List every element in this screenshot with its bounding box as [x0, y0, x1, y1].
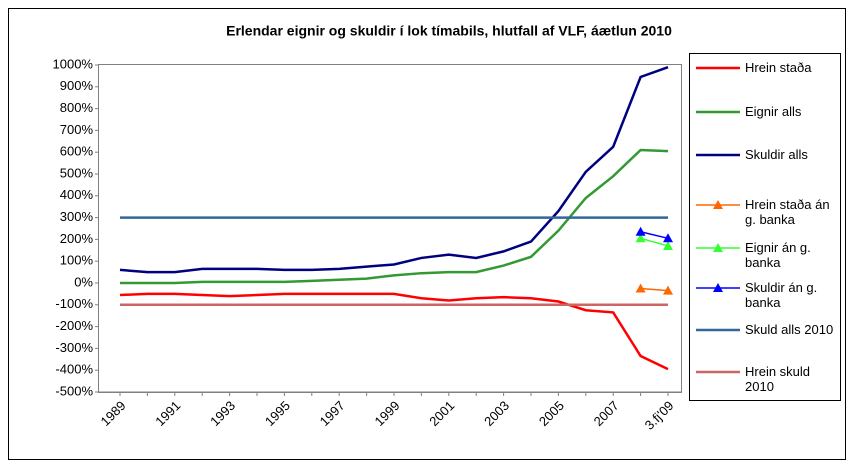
- legend-label: Skuldir án g. banka: [745, 280, 818, 310]
- legend-marker: [713, 243, 723, 252]
- y-tick-label: 1000%: [53, 56, 94, 71]
- series-line: [640, 231, 669, 240]
- series-line: [120, 148, 669, 285]
- y-tick-label: -100%: [55, 296, 93, 311]
- series-line: [119, 66, 669, 274]
- legend-label: Hrein staða: [745, 60, 812, 75]
- legend-label: Hrein staða án g. banka: [745, 197, 830, 227]
- y-tick-label: -500%: [55, 383, 93, 398]
- y-tick-label: 800%: [60, 100, 94, 115]
- y-tick-label: 700%: [60, 122, 94, 137]
- series-marker: [663, 285, 673, 295]
- y-tick-label: 500%: [60, 165, 94, 180]
- series-line: [119, 292, 669, 371]
- y-tick-label: -200%: [55, 318, 93, 333]
- legend-label: Hrein skuld 2010: [745, 364, 811, 394]
- series-marker: [663, 233, 673, 243]
- chart-title: Erlendar eignir og skuldir í lok tímabil…: [226, 23, 672, 39]
- series-marker: [663, 240, 673, 250]
- series-line: [640, 287, 669, 292]
- legend-label: Eignir alls: [745, 104, 802, 119]
- series-marker: [635, 233, 646, 243]
- series-marker: [635, 283, 646, 293]
- series-line: [640, 237, 669, 247]
- y-tick-label: 400%: [60, 187, 94, 202]
- y-tick-label: 900%: [60, 78, 94, 93]
- y-tick-label: 200%: [60, 231, 94, 246]
- legend-marker: [713, 200, 723, 209]
- legend-marker: [713, 283, 723, 292]
- y-tick-label: -400%: [55, 362, 93, 377]
- legend-label: Skuld alls 2010: [745, 322, 834, 337]
- y-tick-label: 300%: [60, 209, 94, 224]
- legend-label: Eignir án g. banka: [745, 240, 811, 270]
- y-tick-label: -300%: [55, 340, 93, 355]
- y-tick-label: 600%: [60, 144, 94, 159]
- series-marker: [635, 226, 646, 236]
- legend-label: Skuldir alls: [745, 147, 808, 162]
- y-tick-label: 0%: [74, 274, 93, 289]
- y-tick-label: 100%: [60, 253, 94, 268]
